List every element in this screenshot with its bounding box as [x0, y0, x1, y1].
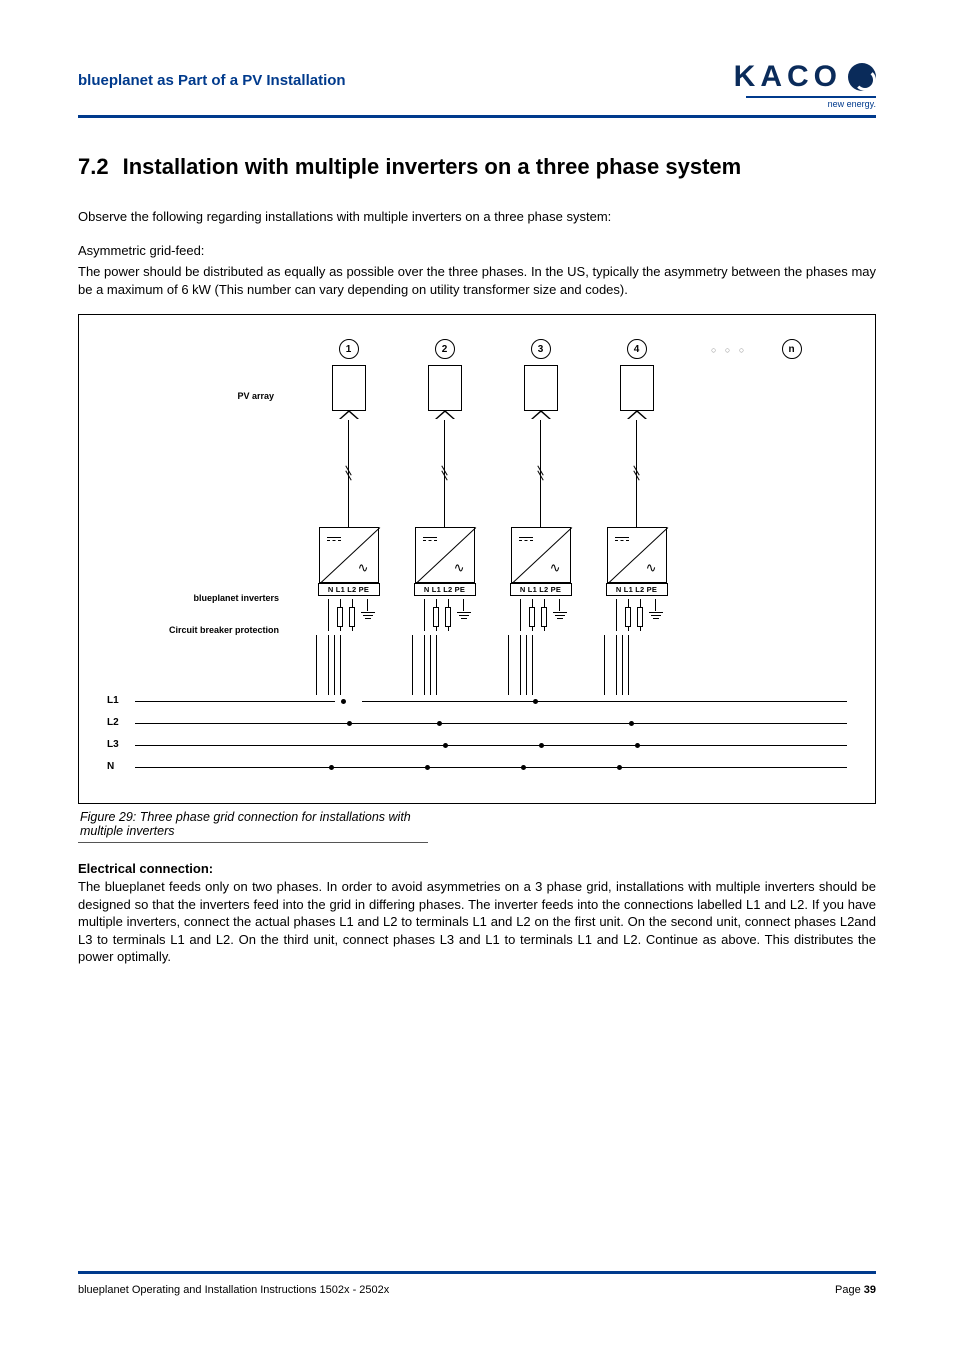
pv-panel-icon	[332, 365, 366, 411]
cable-break-icon	[439, 467, 451, 479]
column-number-badge: 1	[339, 339, 359, 359]
bus-connection-dot	[329, 765, 334, 770]
bus-connection-dot	[425, 765, 430, 770]
bus-connection-dot	[521, 765, 526, 770]
electrical-connection-heading: Electrical connection:	[78, 861, 876, 876]
terminal-labels: N L1 L2 PE	[414, 583, 476, 596]
footer-left: blueplanet Operating and Installation In…	[78, 1284, 389, 1296]
bus-connection-dot	[437, 721, 442, 726]
bus-connection-dot	[617, 765, 622, 770]
asym-title: Asymmetric grid-feed:	[78, 242, 876, 260]
column-number-badge: 2	[435, 339, 455, 359]
bus-connection-dot	[347, 721, 352, 726]
ground-icon	[361, 610, 375, 619]
bus-connection-dot	[443, 743, 448, 748]
ellipsis-dots: ○ ○ ○	[711, 345, 747, 355]
inverter-box-icon: ∿	[511, 527, 571, 583]
footer-page-number: 39	[864, 1284, 876, 1296]
inverter-column-n: n	[749, 339, 834, 359]
bus-n: N	[107, 755, 847, 777]
terminal-labels: N L1 L2 PE	[606, 583, 668, 596]
inverter-box-icon: ∿	[415, 527, 475, 583]
footer-right: Page 39	[835, 1284, 876, 1296]
inverter-box-icon: ∿	[607, 527, 667, 583]
label-pv-array: PV array	[214, 391, 274, 401]
bus-label-n: N	[107, 761, 114, 772]
bus-l1: L1	[107, 689, 847, 711]
pv-panel-icon	[428, 365, 462, 411]
ground-icon	[649, 610, 663, 619]
ground-icon	[457, 610, 471, 619]
asym-body: The power should be distributed as equal…	[78, 263, 876, 298]
label-circuit-breaker: Circuit breaker protection	[139, 625, 279, 635]
logo-text: KACO	[734, 62, 842, 92]
column-number-badge: n	[782, 339, 802, 359]
logo-subtext: new energy.	[746, 99, 876, 109]
inverter-column: 4 ∿ N L1 L2 PE	[594, 339, 679, 695]
circuit-breaker-icon	[414, 599, 476, 635]
bus-l2: L2	[107, 711, 847, 733]
terminal-labels: N L1 L2 PE	[318, 583, 380, 596]
bus-label-l3: L3	[107, 739, 119, 750]
inverter-column: 1 ∿ N L1 L2 PE	[306, 339, 391, 695]
circuit-breaker-icon	[318, 599, 380, 635]
bus-connection-dot	[533, 699, 538, 704]
bus-lines: L1 L2 L3 N	[107, 689, 847, 777]
logo-swirl-icon	[848, 63, 876, 91]
figure-caption: Figure 29: Three phase grid connection f…	[78, 810, 428, 843]
pv-panel-icon	[524, 365, 558, 411]
page-header: blueplanet as Part of a PV Installation …	[78, 62, 876, 118]
cable-break-icon	[343, 467, 355, 479]
section-number: 7.2	[78, 154, 109, 180]
circuit-breaker-icon	[606, 599, 668, 635]
column-number-badge: 3	[531, 339, 551, 359]
pv-panel-icon	[620, 365, 654, 411]
inverter-box-icon: ∿	[319, 527, 379, 583]
cable-break-icon	[631, 467, 643, 479]
inverter-column: 2 ∿ N L1 L2 PE	[402, 339, 487, 695]
label-inverters: blueplanet inverters	[179, 593, 279, 603]
ground-icon	[553, 610, 567, 619]
footer-page-label: Page	[835, 1284, 864, 1296]
terminal-labels: N L1 L2 PE	[510, 583, 572, 596]
bus-connection-dot	[635, 743, 640, 748]
brand-logo: KACO new energy.	[734, 62, 876, 109]
cable-break-icon	[535, 467, 547, 479]
figure-diagram: PV array blueplanet inverters Circuit br…	[78, 314, 876, 804]
bus-connection-dot	[629, 721, 634, 726]
bus-connection-dot	[341, 699, 346, 704]
bus-label-l2: L2	[107, 717, 119, 728]
electrical-connection-body: The blueplanet feeds only on two phases.…	[78, 878, 876, 966]
column-number-badge: 4	[627, 339, 647, 359]
bus-l3: L3	[107, 733, 847, 755]
section-title: Installation with multiple inverters on …	[123, 154, 742, 180]
page-footer: blueplanet Operating and Installation In…	[78, 1271, 876, 1296]
circuit-breaker-icon	[510, 599, 572, 635]
section-heading: 7.2 Installation with multiple inverters…	[78, 154, 876, 180]
bus-connection-dot	[539, 743, 544, 748]
inverter-column: 3 ∿ N L1 L2 PE	[498, 339, 583, 695]
intro-paragraph: Observe the following regarding installa…	[78, 208, 876, 226]
bus-label-l1: L1	[107, 695, 119, 706]
header-title: blueplanet as Part of a PV Installation	[78, 62, 346, 89]
